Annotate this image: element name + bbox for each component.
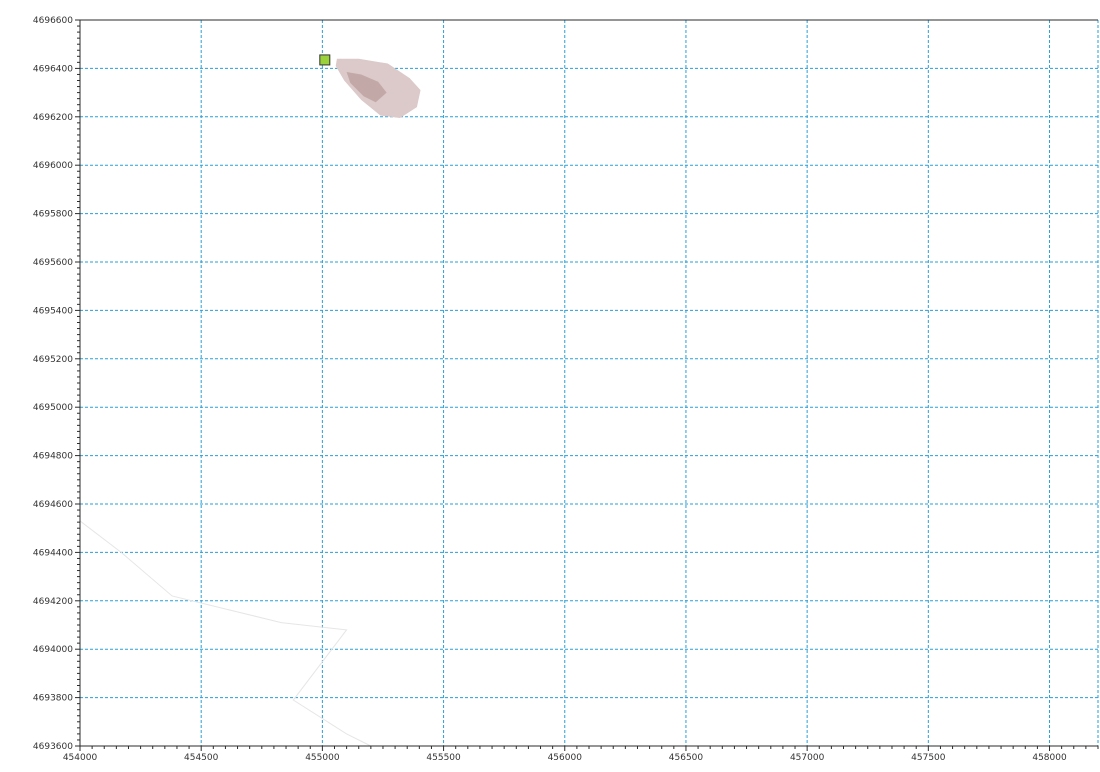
x-tick-label: 455500	[426, 753, 461, 763]
y-axis-tick-labels: 4693600 4693800 4694000 4694200 4694400 46946…	[33, 16, 73, 752]
y-tick-label: 4695000	[33, 403, 73, 413]
x-tick-label: 458000	[1032, 753, 1067, 763]
x-tick-label: 455000	[305, 753, 340, 763]
y-tick-label: 4695800	[33, 210, 73, 220]
source-marker	[319, 54, 331, 66]
axes	[75, 19, 1099, 751]
y-tick-label: 4693800	[33, 694, 73, 704]
y-tick-label: 4696400	[33, 64, 73, 74]
y-tick-label: 4693600	[33, 742, 73, 752]
x-tick-label: 454000	[63, 753, 98, 763]
y-tick-label: 4694600	[33, 500, 73, 510]
y-tick-label: 4696200	[33, 113, 73, 123]
y-tick-label: 4694000	[33, 645, 73, 655]
x-tick-label: 454500	[184, 753, 219, 763]
x-tick-label: 456500	[669, 753, 704, 763]
y-tick-label: 4696000	[33, 161, 73, 171]
x-tick-label: 456000	[548, 753, 583, 763]
grid-lines	[80, 19, 1099, 746]
y-axis-ticks	[75, 19, 80, 747]
marker-layer	[319, 54, 331, 66]
faint-line	[79, 520, 372, 747]
y-tick-label: 4696600	[33, 16, 73, 26]
inner-plume	[346, 72, 387, 103]
map-features	[79, 58, 421, 747]
y-tick-label: 4694800	[33, 452, 73, 462]
x-axis-ticks	[79, 746, 1099, 751]
y-tick-label: 4695200	[33, 355, 73, 365]
y-tick-label: 4695400	[33, 306, 73, 316]
y-tick-label: 4695600	[33, 258, 73, 268]
y-tick-label: 4694400	[33, 548, 73, 558]
x-axis-tick-labels: 454000 454500 455000 455500 456000 456500 4570…	[63, 753, 1067, 763]
x-tick-label: 457500	[911, 753, 946, 763]
y-tick-label: 4694200	[33, 597, 73, 607]
x-tick-label: 457000	[790, 753, 825, 763]
